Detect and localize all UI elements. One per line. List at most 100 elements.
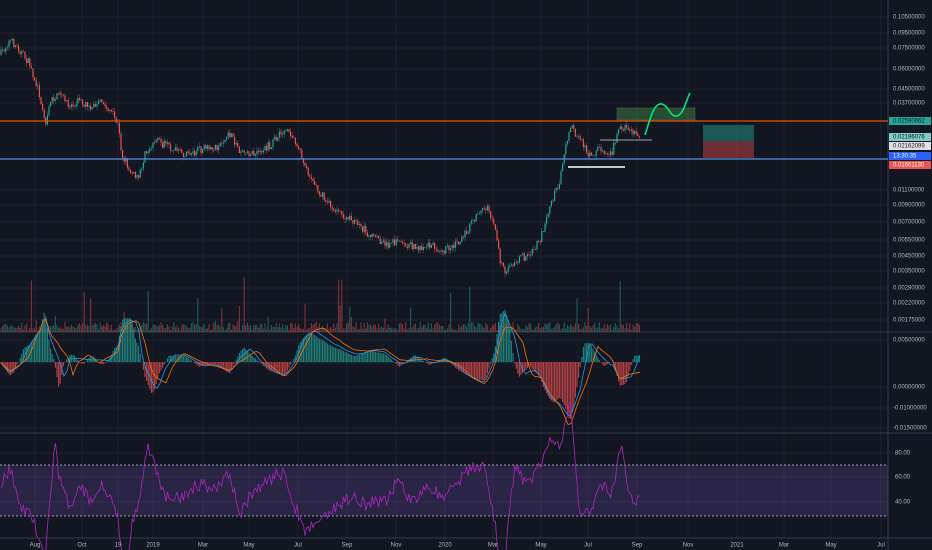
macd-hist [8, 362, 10, 375]
time-label: May [825, 543, 836, 549]
candle-body [453, 244, 455, 248]
macd-hist [309, 332, 311, 363]
candle-body [461, 236, 463, 242]
candle-body [195, 151, 197, 156]
volume-bar [136, 329, 138, 332]
volume-bar [61, 328, 63, 332]
candle-body [581, 139, 583, 140]
candle-body [216, 144, 218, 151]
volume-bar [474, 325, 476, 332]
macd-hist [555, 362, 557, 401]
candle-body [517, 262, 519, 264]
candle-body [595, 151, 597, 156]
candle-body [618, 129, 620, 134]
macd-hist [632, 359, 634, 363]
macd-hist [318, 338, 320, 363]
macd-hist [326, 343, 328, 363]
macd-hist [56, 362, 58, 378]
candle-body [259, 150, 261, 153]
candle-body [139, 169, 141, 178]
candle-body [165, 140, 167, 144]
volume-bar [486, 324, 488, 332]
candle-body [610, 151, 612, 155]
volume-bar [19, 327, 21, 332]
macd-hist [262, 362, 264, 366]
candle-body [3, 49, 5, 52]
candle-body [326, 201, 328, 203]
volume-bar [402, 324, 404, 332]
candle-body [632, 129, 634, 135]
macd-hist [93, 356, 95, 363]
price-label: 0.00700000 [893, 220, 925, 226]
volume-bar [198, 325, 200, 332]
macd-hist [338, 349, 340, 363]
candle-body [416, 246, 418, 249]
volume-bar [598, 322, 600, 332]
candle-body [211, 147, 213, 150]
volume-bar [437, 322, 439, 332]
candle-body [354, 220, 356, 224]
candle-body [451, 244, 453, 249]
macd-hist [485, 362, 487, 379]
candle-body [475, 214, 477, 222]
macd-hist [638, 355, 640, 363]
macd-hist [368, 351, 370, 363]
candle-body [600, 146, 602, 152]
candle-body [371, 234, 373, 237]
candle-body [213, 149, 215, 151]
long-profit-zone [703, 125, 754, 141]
candle-body [323, 192, 325, 200]
volume-bar [202, 327, 204, 332]
macd-hist [123, 318, 125, 363]
candle-body [107, 108, 109, 112]
volume-bar [624, 328, 626, 332]
candle-body [579, 136, 581, 140]
volume-bar [3, 324, 5, 332]
macd-hist [205, 362, 207, 366]
volume-bar [443, 329, 445, 332]
candle-body [501, 262, 503, 264]
candle-body [46, 115, 48, 125]
projection-curve [644, 92, 691, 136]
macd-hist [624, 362, 626, 385]
candle-body [334, 210, 336, 212]
macd-hist [245, 349, 247, 363]
macd-hist [373, 351, 375, 363]
volume-bar [86, 325, 88, 332]
macd-hist [502, 311, 504, 363]
volume-bar [21, 322, 23, 332]
volume-bar [371, 326, 373, 332]
candle-body [442, 250, 444, 252]
macd-hist [602, 362, 604, 365]
macd-hist [13, 362, 15, 373]
candle-body [6, 47, 8, 48]
candle-body [32, 68, 34, 78]
volume-bar [538, 323, 540, 332]
candle-body [206, 145, 208, 149]
macd-hist [629, 362, 631, 371]
macd-label: 0.00000000 [893, 385, 925, 391]
macd-hist [538, 362, 540, 376]
candle-body [426, 246, 428, 248]
macd-hist [322, 340, 324, 363]
volume-bar [496, 329, 498, 332]
volume-bar [382, 327, 384, 332]
macd-hist [99, 362, 101, 364]
macd-hist [202, 362, 204, 367]
candle-body [173, 150, 175, 152]
macd-hist [234, 362, 236, 364]
volume-bar [301, 329, 303, 332]
volume-bar [77, 324, 79, 332]
candle-body [437, 249, 439, 252]
volume-bar [330, 326, 332, 332]
time-label: Sep [342, 543, 353, 549]
macd-hist [598, 360, 600, 363]
candle-body [558, 184, 560, 189]
candle-body [144, 151, 146, 163]
volume-bar [530, 323, 532, 332]
macd-hist [294, 355, 296, 363]
macd-hist [139, 353, 141, 363]
volume-bar [165, 327, 167, 332]
macd-hist [22, 349, 24, 363]
macd-hist [30, 342, 32, 363]
